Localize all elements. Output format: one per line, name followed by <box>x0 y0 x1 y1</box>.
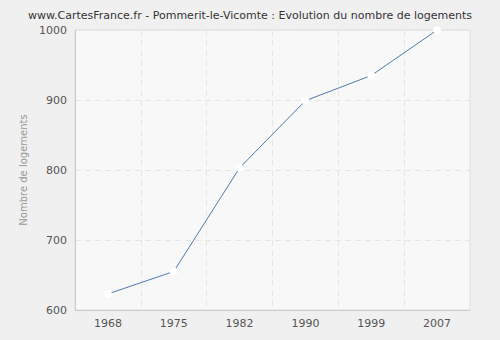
svg-text:900: 900 <box>46 94 67 107</box>
svg-text:2007: 2007 <box>423 317 451 330</box>
svg-text:1975: 1975 <box>160 317 188 330</box>
svg-text:Nombre de logements: Nombre de logements <box>18 114 29 225</box>
svg-text:1999: 1999 <box>357 317 385 330</box>
svg-text:1000: 1000 <box>39 24 67 37</box>
svg-text:600: 600 <box>46 304 67 317</box>
svg-text:700: 700 <box>46 234 67 247</box>
svg-text:1982: 1982 <box>226 317 254 330</box>
svg-text:800: 800 <box>46 164 67 177</box>
svg-text:1990: 1990 <box>291 317 319 330</box>
svg-text:www.CartesFrance.fr - Pommerit: www.CartesFrance.fr - Pommerit-le-Vicomt… <box>28 9 472 22</box>
svg-text:1968: 1968 <box>94 317 122 330</box>
